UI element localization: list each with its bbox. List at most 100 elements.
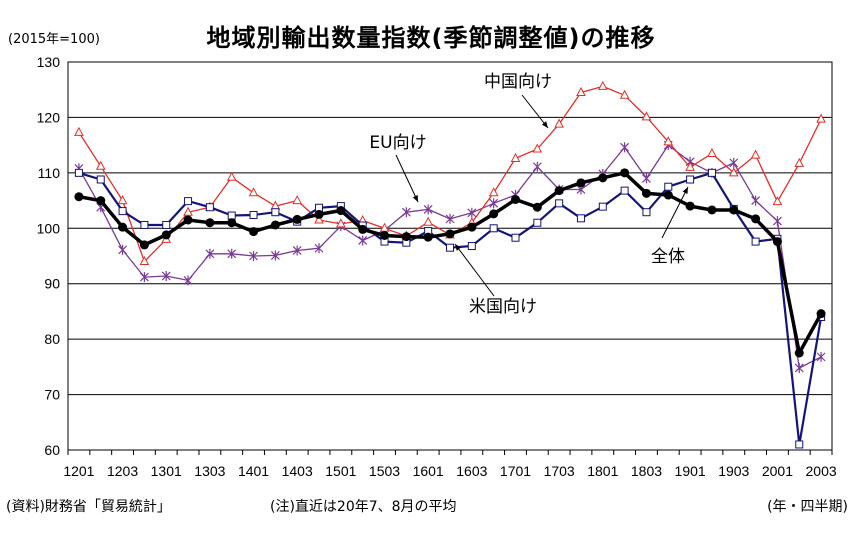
data-point-total bbox=[641, 188, 651, 198]
data-point-total bbox=[336, 206, 346, 216]
data-point-total bbox=[292, 214, 302, 224]
y-tick-label: 80 bbox=[44, 331, 60, 347]
data-point-china bbox=[532, 143, 543, 153]
data-point-us bbox=[140, 220, 149, 229]
annotation-arrow-china bbox=[521, 94, 549, 129]
data-point-us bbox=[555, 199, 564, 208]
y-tick-label: 130 bbox=[37, 54, 61, 70]
data-point-us bbox=[664, 182, 673, 191]
data-point-us bbox=[446, 243, 454, 252]
data-point-total bbox=[772, 237, 782, 247]
x-tick-label: 1503 bbox=[369, 463, 400, 479]
annotation-arrow-us bbox=[454, 243, 495, 297]
data-point-total bbox=[489, 209, 499, 219]
y-tick-label: 60 bbox=[44, 442, 60, 458]
data-point-total bbox=[358, 224, 368, 234]
data-point-us bbox=[707, 168, 716, 177]
data-point-us bbox=[184, 197, 193, 206]
data-point-total bbox=[554, 186, 564, 196]
data-point-total bbox=[205, 218, 215, 228]
data-point-us bbox=[249, 210, 258, 219]
data-point-china bbox=[488, 187, 499, 197]
data-point-us bbox=[686, 175, 695, 184]
data-point-eu bbox=[532, 161, 542, 172]
data-point-china bbox=[292, 195, 303, 205]
x-tick-label: 2001 bbox=[762, 463, 793, 479]
data-point-total bbox=[816, 309, 826, 319]
annotation-eu: EU向け bbox=[369, 133, 426, 153]
series-line-eu bbox=[78, 144, 822, 369]
data-point-total bbox=[401, 232, 411, 242]
data-point-total bbox=[510, 194, 520, 204]
data-point-total bbox=[183, 215, 193, 225]
source-note: (資料)財務省「貿易統計」 bbox=[6, 499, 171, 515]
data-point-us bbox=[576, 214, 585, 223]
data-point-china bbox=[576, 86, 586, 96]
data-point-china bbox=[750, 149, 761, 159]
y-tick-label: 100 bbox=[37, 220, 61, 236]
data-point-eu bbox=[314, 243, 324, 254]
data-point-china bbox=[597, 80, 608, 90]
data-point-china bbox=[248, 187, 259, 197]
y-tick-label: 70 bbox=[44, 387, 60, 403]
data-point-total bbox=[685, 201, 695, 211]
data-point-china bbox=[728, 167, 739, 177]
data-point-eu bbox=[292, 245, 302, 256]
annotation-us: 米国向け bbox=[469, 297, 537, 317]
data-point-china bbox=[794, 157, 805, 167]
data-point-china bbox=[95, 160, 106, 170]
data-point-total bbox=[707, 205, 717, 215]
data-point-china bbox=[183, 206, 193, 216]
data-point-eu bbox=[489, 198, 499, 209]
data-point-us bbox=[205, 203, 214, 212]
data-point-eu bbox=[183, 275, 193, 286]
x-tick-label: 1901 bbox=[675, 463, 706, 479]
data-point-china bbox=[707, 147, 717, 157]
data-point-total bbox=[227, 218, 237, 228]
data-point-us bbox=[533, 218, 542, 227]
chart-title: 地域別輸出数量指数(季節調整値)の推移 bbox=[206, 24, 656, 52]
data-point-eu bbox=[642, 173, 651, 184]
data-point-eu bbox=[205, 248, 215, 259]
data-point-total bbox=[161, 230, 171, 240]
data-point-us bbox=[511, 233, 520, 242]
data-point-eu bbox=[161, 270, 171, 281]
data-point-total bbox=[598, 173, 608, 183]
data-point-total bbox=[576, 178, 586, 188]
data-point-china bbox=[510, 152, 521, 162]
data-point-total bbox=[663, 190, 673, 200]
y-tick-label: 110 bbox=[38, 165, 61, 181]
x-tick-label: 1903 bbox=[718, 463, 749, 479]
data-point-us bbox=[620, 186, 629, 195]
data-point-eu bbox=[401, 207, 411, 218]
data-point-eu bbox=[423, 204, 433, 215]
data-point-china bbox=[663, 136, 674, 146]
x-tick-label: 1601 bbox=[413, 463, 444, 479]
annotation-arrow-eu bbox=[395, 154, 419, 203]
data-point-eu bbox=[227, 248, 237, 259]
data-point-china bbox=[336, 218, 346, 228]
data-point-china bbox=[117, 195, 128, 205]
y-tick-label: 90 bbox=[44, 276, 60, 292]
annotation-total: 全体 bbox=[651, 247, 685, 267]
data-point-total bbox=[620, 168, 630, 178]
data-point-eu bbox=[445, 213, 455, 224]
plot-frame bbox=[67, 61, 833, 451]
data-point-us bbox=[118, 207, 127, 216]
data-point-total bbox=[445, 229, 455, 239]
data-point-china bbox=[226, 171, 237, 181]
x-tick-label: 1303 bbox=[194, 463, 225, 479]
data-point-us bbox=[642, 208, 651, 217]
data-point-us bbox=[598, 202, 607, 211]
data-point-china bbox=[772, 196, 783, 206]
data-point-us bbox=[74, 168, 83, 177]
data-point-us bbox=[489, 224, 498, 233]
data-point-total bbox=[118, 222, 128, 232]
data-point-us bbox=[271, 208, 280, 217]
data-point-eu bbox=[249, 251, 258, 261]
data-point-us bbox=[751, 237, 760, 246]
data-point-eu bbox=[794, 362, 804, 373]
data-point-total bbox=[74, 192, 84, 202]
